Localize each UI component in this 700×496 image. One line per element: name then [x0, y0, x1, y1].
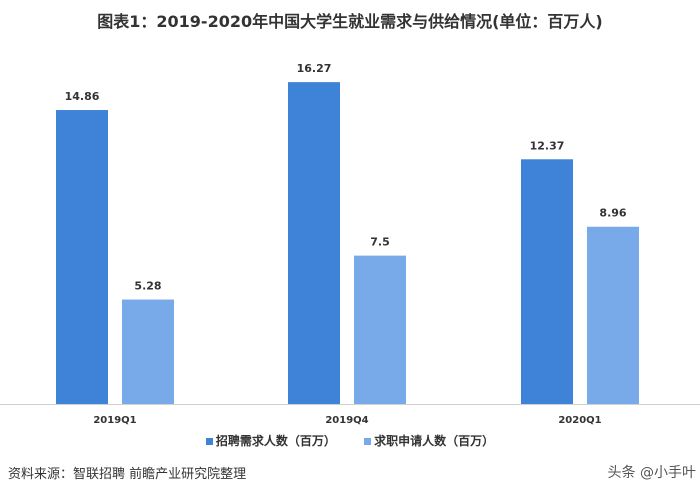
legend-swatch: [205, 438, 213, 445]
data-label: 7.5: [370, 236, 390, 249]
bar-2019Q1-series1: [122, 299, 174, 404]
source-note: 资料来源：智联招聘 前瞻产业研究院整理: [8, 467, 247, 482]
legend: 招聘需求人数（百万） 求职申请人数（百万）: [0, 432, 700, 449]
legend-swatch: [364, 438, 372, 445]
legend-label: 招聘需求人数（百万）: [215, 434, 336, 448]
data-label: 12.37: [530, 139, 565, 152]
data-label: 5.28: [134, 280, 161, 293]
data-label: 16.27: [297, 62, 332, 75]
x-tick-label: 2019Q1: [93, 415, 136, 426]
bar-2020Q1-series1: [587, 226, 639, 404]
bar-chart: 14.86 5.28 2019Q1 16.27 7.5 2019Q4 12.37 8.96 20…: [0, 62, 700, 426]
bar-2019Q4-series0: [288, 82, 340, 404]
legend-item-supply: 求职申请人数（百万）: [364, 432, 494, 449]
legend-label: 求职申请人数（百万）: [374, 434, 495, 448]
x-tick-label: 2019Q4: [325, 415, 368, 426]
data-label: 8.96: [599, 207, 626, 220]
x-tick-label: 2020Q1: [558, 415, 601, 426]
watermark: 头条 @小手叶: [607, 465, 696, 481]
bar-2019Q1-series0: [56, 110, 108, 405]
bar-2019Q4-series1: [354, 255, 406, 404]
chart-title: 图表1：2019-2020年中国大学生就业需求与供给情况(单位：百万人): [97, 12, 603, 31]
data-label: 14.86: [65, 90, 100, 103]
bar-2020Q1-series0: [521, 159, 573, 404]
legend-item-demand: 招聘需求人数（百万）: [205, 432, 336, 449]
